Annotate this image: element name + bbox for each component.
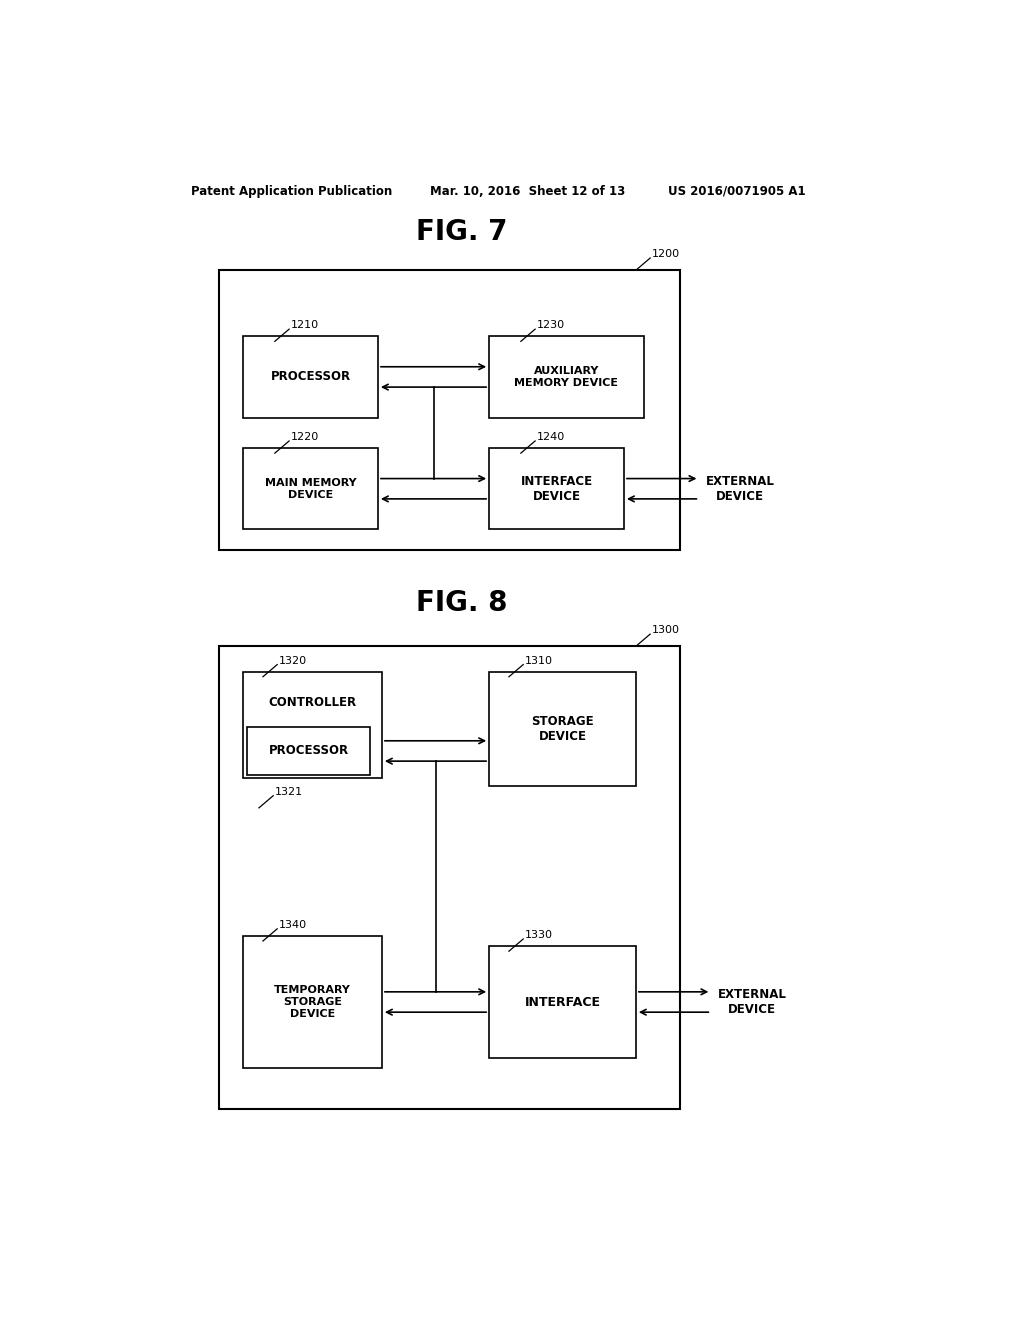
Text: 1320: 1320 xyxy=(279,656,307,665)
Text: FIG. 7: FIG. 7 xyxy=(416,218,507,246)
Text: STORAGE
DEVICE: STORAGE DEVICE xyxy=(531,714,594,743)
Bar xyxy=(489,946,636,1057)
Bar xyxy=(243,447,378,529)
Text: 1200: 1200 xyxy=(651,249,680,259)
Text: PROCESSOR: PROCESSOR xyxy=(270,371,350,383)
Bar xyxy=(489,447,624,529)
Text: INTERFACE
DEVICE: INTERFACE DEVICE xyxy=(520,475,593,503)
Bar xyxy=(247,726,370,775)
Text: FIG. 8: FIG. 8 xyxy=(416,589,507,616)
Bar xyxy=(243,936,382,1068)
Text: Patent Application Publication: Patent Application Publication xyxy=(191,185,393,198)
Text: 1310: 1310 xyxy=(524,656,553,665)
Text: US 2016/0071905 A1: US 2016/0071905 A1 xyxy=(668,185,805,198)
Bar xyxy=(219,647,680,1109)
Text: Mar. 10, 2016  Sheet 12 of 13: Mar. 10, 2016 Sheet 12 of 13 xyxy=(430,185,625,198)
Text: EXTERNAL
DEVICE: EXTERNAL DEVICE xyxy=(706,475,774,503)
Text: INTERFACE: INTERFACE xyxy=(524,995,600,1008)
Text: 1230: 1230 xyxy=(537,321,565,330)
Bar xyxy=(489,672,636,785)
Text: EXTERNAL
DEVICE: EXTERNAL DEVICE xyxy=(718,987,786,1016)
Text: 1220: 1220 xyxy=(291,432,318,442)
Bar xyxy=(243,337,378,417)
Text: TEMPORARY
STORAGE
DEVICE: TEMPORARY STORAGE DEVICE xyxy=(274,986,351,1019)
Text: CONTROLLER: CONTROLLER xyxy=(268,696,356,709)
Text: 1340: 1340 xyxy=(279,920,307,929)
Text: PROCESSOR: PROCESSOR xyxy=(268,744,348,758)
Text: 1300: 1300 xyxy=(651,626,680,635)
Text: 1240: 1240 xyxy=(537,432,565,442)
Bar xyxy=(243,672,382,779)
Text: 1321: 1321 xyxy=(274,787,303,797)
Text: MAIN MEMORY
DEVICE: MAIN MEMORY DEVICE xyxy=(265,478,356,499)
Text: AUXILIARY
MEMORY DEVICE: AUXILIARY MEMORY DEVICE xyxy=(514,366,618,388)
Text: 1330: 1330 xyxy=(524,931,553,940)
Bar xyxy=(219,271,680,549)
Text: 1210: 1210 xyxy=(291,321,318,330)
Bar xyxy=(489,337,644,417)
